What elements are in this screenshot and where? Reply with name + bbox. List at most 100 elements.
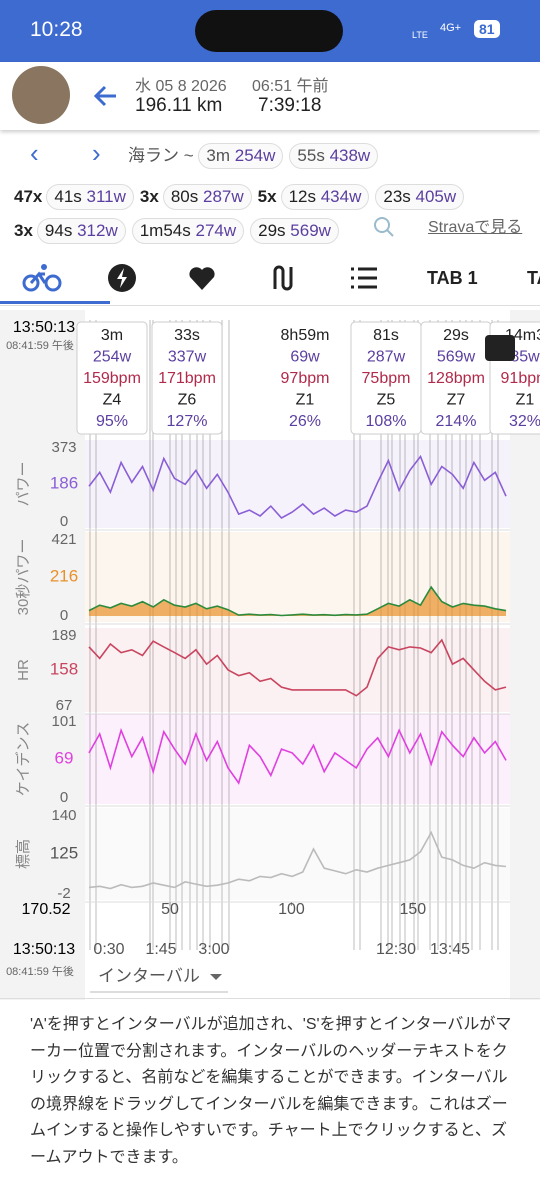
x-tick-label: 50	[161, 901, 179, 918]
best-power: 254w	[234, 146, 276, 165]
panel-bg	[85, 440, 510, 528]
card-pct: 214%	[436, 413, 477, 430]
tab-ride[interactable]	[22, 263, 62, 293]
effort-pill: 29s 569w	[250, 218, 339, 244]
series-line	[88, 454, 507, 520]
start: 06:51 午前	[252, 78, 329, 95]
comment-button[interactable]	[485, 335, 515, 361]
effort-pill: 80s 287w	[162, 184, 252, 210]
axis-max: 189	[51, 627, 76, 644]
card-dur: 3m	[101, 327, 123, 344]
effort-power: 405w	[415, 187, 457, 206]
axis-max: 101	[51, 713, 76, 730]
time-label: 13:45	[430, 941, 470, 958]
best-pill: 3m 254w	[198, 143, 284, 169]
panel-bg	[85, 628, 510, 712]
card-pct: 32%	[509, 413, 540, 430]
time-label: 12:30	[376, 941, 416, 958]
axis-min: 0	[60, 607, 68, 624]
sep: ~	[183, 146, 194, 165]
strava-link[interactable]: Stravaで見る	[428, 219, 523, 236]
battery: 81	[474, 20, 500, 38]
effort-power: 312w	[77, 221, 118, 240]
tab-list[interactable]	[349, 265, 379, 291]
prev[interactable]: ‹	[30, 138, 39, 168]
series-line	[88, 830, 507, 890]
cursor-clock: 08:41:59 午後	[6, 338, 74, 352]
tab-route[interactable]	[268, 263, 298, 293]
card-pct: 95%	[96, 413, 128, 430]
card-dur: 81s	[373, 327, 399, 344]
effort-power: 274w	[195, 221, 237, 240]
axis-readout: 125	[50, 843, 78, 862]
tab-hr[interactable]	[187, 265, 217, 291]
axis-readout: 69	[55, 748, 74, 767]
effort-dur: 1m54s	[139, 221, 191, 240]
date: 水 05 8 2026	[135, 78, 227, 95]
name: 海ラン	[128, 146, 179, 165]
effort-count: 5x	[257, 187, 277, 206]
card-zone: Z5	[377, 392, 396, 409]
axis-title: HR	[15, 659, 32, 681]
series-line	[88, 727, 507, 785]
card-hr: 97bpm	[281, 370, 330, 387]
effort-count: 47x	[14, 187, 43, 206]
card	[151, 321, 223, 435]
dropdown[interactable]: インターバル	[98, 966, 200, 985]
avatar[interactable]	[12, 66, 70, 124]
tab[interactable]: TA	[527, 268, 540, 288]
axis-title: ケイデンス	[14, 722, 32, 796]
axis-min: 67	[56, 697, 73, 714]
effort-dur: 80s	[170, 187, 199, 206]
duration: 7:39:18	[258, 95, 322, 116]
best-power: 438w	[329, 146, 371, 165]
search[interactable]	[372, 215, 396, 239]
axis-min: 0	[60, 513, 68, 530]
effort-dur: 23s	[383, 187, 411, 206]
effort-pill: 23s 405w	[375, 184, 465, 210]
card-zone: Z4	[103, 392, 122, 409]
card-zone: Z1	[296, 392, 315, 409]
effort-dur: 29s	[258, 221, 286, 240]
axis-min: -2	[57, 885, 70, 902]
next[interactable]: ›	[92, 138, 101, 168]
card-power: 85w	[510, 349, 540, 366]
card	[76, 321, 148, 435]
axis-readout: 216	[50, 566, 78, 585]
tab-power[interactable]	[107, 263, 137, 293]
card-power: 254w	[93, 349, 132, 366]
card-hr: 75bpm	[362, 370, 411, 387]
status-bar: 10:28 4G+ LTE 81	[0, 0, 540, 62]
cursor-time: 13:50:13	[13, 319, 75, 336]
card-dur: 33s	[174, 327, 200, 344]
efforts-row: 47x 41s 311w 3x 80s 287w 5x 12s 434w 23s 405w	[14, 184, 470, 210]
time-label: 3:00	[198, 941, 229, 958]
chart[interactable]: 13:50:13 08:41:59 午後 3m 254w 159bpm Z4 95% 33s 3…	[0, 310, 540, 1000]
effort-power: 311w	[86, 187, 126, 206]
axis-title: パワー	[15, 461, 32, 506]
effort-pill: 41s 311w	[46, 184, 134, 210]
effort-dur: 12s	[288, 187, 316, 206]
network: 4G+	[440, 22, 462, 34]
axis-title: 標高	[15, 839, 32, 869]
back-button[interactable]	[92, 82, 120, 110]
card-dur: 29s	[443, 327, 469, 344]
card-power: 69w	[290, 349, 320, 366]
tab-indicator	[0, 301, 110, 304]
best-dur: 55s	[297, 146, 325, 165]
card-pct: 127%	[167, 413, 208, 430]
card-power: 337w	[168, 349, 207, 366]
card-pct: 26%	[289, 413, 321, 430]
effort-count: 3x	[14, 221, 33, 240]
axis-title: 30秒パワー	[15, 539, 32, 616]
axis-max: 140	[51, 807, 76, 824]
axis-max: 373	[51, 439, 76, 456]
effort-power: 569w	[290, 221, 331, 240]
help-text: 'A'を押すとインターバルが追加され、'S'を押すとインターバルがマーカー位置で…	[30, 1016, 512, 1166]
cursor-clock: 08:41:59 午後	[6, 964, 74, 978]
time-label: 1:45	[145, 941, 176, 958]
best-dur: 3m	[206, 146, 231, 165]
tab[interactable]: TAB 1	[427, 268, 478, 288]
tabs: TAB 1 TA	[0, 255, 540, 306]
x-tick-label: 150	[400, 901, 427, 918]
